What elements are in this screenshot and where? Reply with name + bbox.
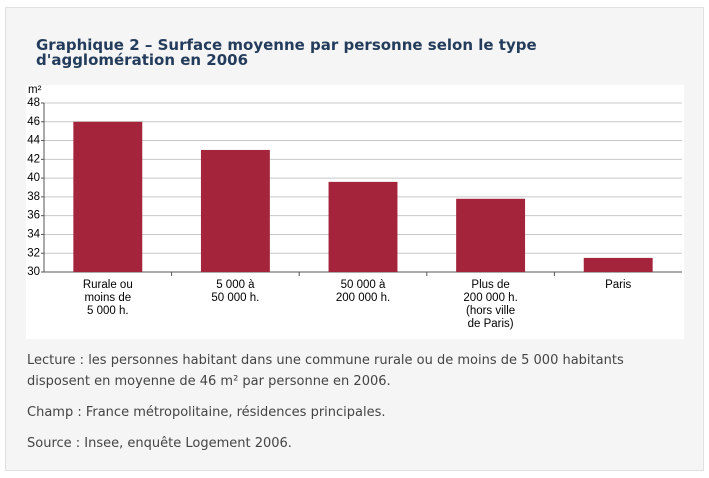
y-tick-label: 30 [27, 266, 40, 278]
y-tick-label: 48 [27, 97, 40, 109]
x-tick-label: Rurale ou [83, 279, 133, 291]
y-tick-label: 32 [27, 247, 40, 259]
bar [456, 198, 526, 272]
chart-title: Graphique 2 – Surface moyenne par person… [36, 36, 537, 69]
x-tick-label: 50 000 h. [211, 292, 259, 304]
x-tick-label: Plus de [471, 279, 509, 291]
y-tick-label: 40 [27, 172, 40, 184]
x-tick-label: 5 000 h. [87, 305, 129, 317]
x-tick-label: moins de [84, 292, 131, 304]
card: Graphique 2 – Surface moyenne par person… [5, 7, 704, 471]
x-tick-label: 50 000 à [341, 279, 386, 291]
notes: Lecture : les personnes habitant dans un… [27, 350, 677, 464]
note: Lecture : les personnes habitant dans un… [27, 353, 624, 389]
bar [200, 149, 270, 272]
y-tick-label: 36 [27, 210, 40, 222]
y-tick-label: 46 [27, 116, 40, 128]
y-tick-label: 42 [27, 153, 40, 165]
bar [328, 181, 398, 272]
bar [73, 121, 143, 273]
y-tick-label: 44 [27, 135, 40, 147]
y-axis-label: m² [28, 85, 42, 96]
note: Source : Insee, enquête Logement 2006. [27, 436, 292, 451]
y-tick-label: 38 [27, 191, 40, 203]
x-tick-label: (hors ville [466, 305, 515, 317]
bar [583, 257, 653, 272]
x-tick-label: Paris [605, 279, 631, 291]
x-tick-label: 200 000 h. [336, 292, 390, 304]
note: Champ : France métropolitaine, résidence… [27, 405, 386, 420]
y-tick-label: 34 [27, 228, 40, 240]
x-tick-label: 200 000 h. [463, 292, 517, 304]
x-tick-label: 5 000 à [216, 279, 255, 291]
x-tick-label: de Paris) [468, 318, 514, 330]
